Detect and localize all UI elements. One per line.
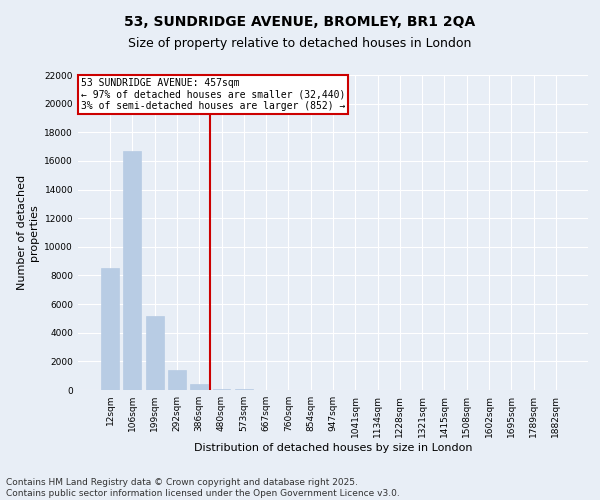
Text: Contains HM Land Registry data © Crown copyright and database right 2025.
Contai: Contains HM Land Registry data © Crown c… — [6, 478, 400, 498]
Bar — [212, 388, 230, 390]
X-axis label: Distribution of detached houses by size in London: Distribution of detached houses by size … — [194, 442, 472, 452]
Text: 53 SUNDRIDGE AVENUE: 457sqm
← 97% of detached houses are smaller (32,440)
3% of : 53 SUNDRIDGE AVENUE: 457sqm ← 97% of det… — [80, 78, 345, 112]
Text: 53, SUNDRIDGE AVENUE, BROMLEY, BR1 2QA: 53, SUNDRIDGE AVENUE, BROMLEY, BR1 2QA — [124, 15, 476, 29]
Bar — [101, 268, 119, 390]
Y-axis label: Number of detached
properties: Number of detached properties — [17, 175, 39, 290]
Bar — [146, 316, 164, 390]
Text: Size of property relative to detached houses in London: Size of property relative to detached ho… — [128, 38, 472, 51]
Bar — [124, 151, 142, 390]
Bar — [168, 370, 186, 390]
Bar — [190, 384, 208, 390]
